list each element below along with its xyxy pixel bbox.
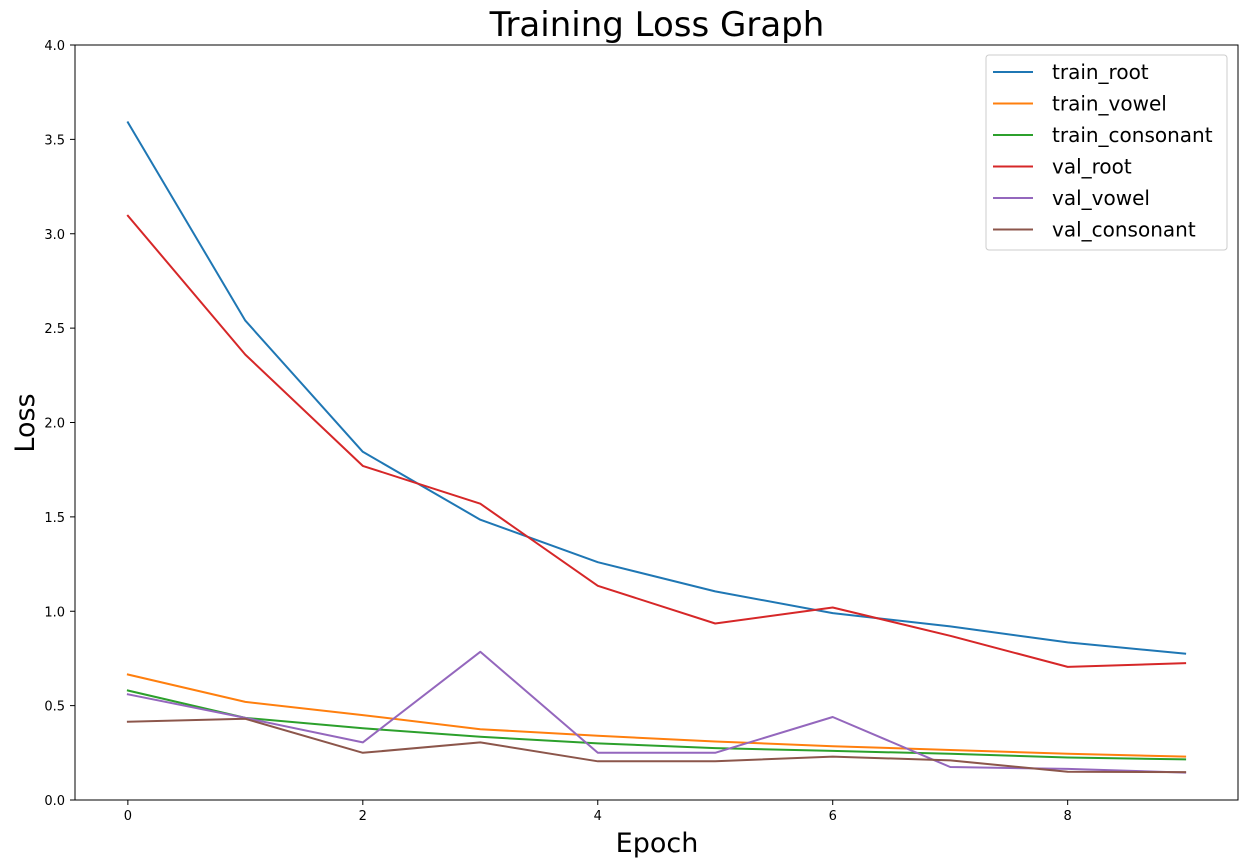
series-line-train_root — [126, 121, 1187, 655]
y-tick-label: 0.0 — [44, 794, 65, 809]
x-tick-label: 2 — [359, 809, 367, 824]
y-tick-label: 0.5 — [44, 700, 65, 715]
y-tick-label: 1.5 — [44, 511, 65, 526]
series-line-val_root — [126, 214, 1187, 668]
y-tick-label: 3.5 — [44, 133, 65, 148]
x-tick-label: 6 — [829, 809, 837, 824]
y-axis-label: Loss — [10, 393, 41, 452]
series-line-val_consonant — [126, 717, 1187, 774]
y-tick-label: 3.0 — [44, 228, 65, 243]
series-line-train_consonant — [126, 689, 1187, 761]
legend-label-train_root: train_root — [1052, 60, 1149, 84]
y-axis-ticks: 0.0 0.5 1.0 1.5 2.0 2.5 3.0 3.5 4.0 — [44, 39, 75, 809]
legend: train_root train_vowel train_consonant val_… — [985, 54, 1228, 251]
plot-lines — [126, 121, 1187, 774]
series-line-train_vowel — [126, 673, 1187, 758]
legend-label-val_root: val_root — [1052, 155, 1132, 179]
x-axis-ticks: 0 2 4 6 8 — [124, 800, 1072, 824]
legend-box — [985, 54, 1228, 251]
x-axis-label: Epoch — [616, 828, 699, 859]
y-tick-label: 2.0 — [44, 417, 65, 432]
legend-label-train_vowel: train_vowel — [1052, 92, 1167, 116]
y-tick-label: 1.0 — [44, 605, 65, 620]
legend-label-val_vowel: val_vowel — [1052, 186, 1150, 210]
y-tick-label: 2.5 — [44, 322, 65, 337]
x-tick-label: 8 — [1064, 809, 1072, 824]
y-tick-label: 4.0 — [44, 39, 65, 54]
chart-title: Training Loss Graph — [489, 5, 825, 45]
legend-label-val_consonant: val_consonant — [1052, 218, 1196, 242]
series-line-val_vowel — [126, 650, 1187, 774]
x-tick-label: 4 — [594, 809, 602, 824]
legend-label-train_consonant: train_consonant — [1052, 123, 1213, 147]
x-tick-label: 0 — [124, 809, 132, 824]
